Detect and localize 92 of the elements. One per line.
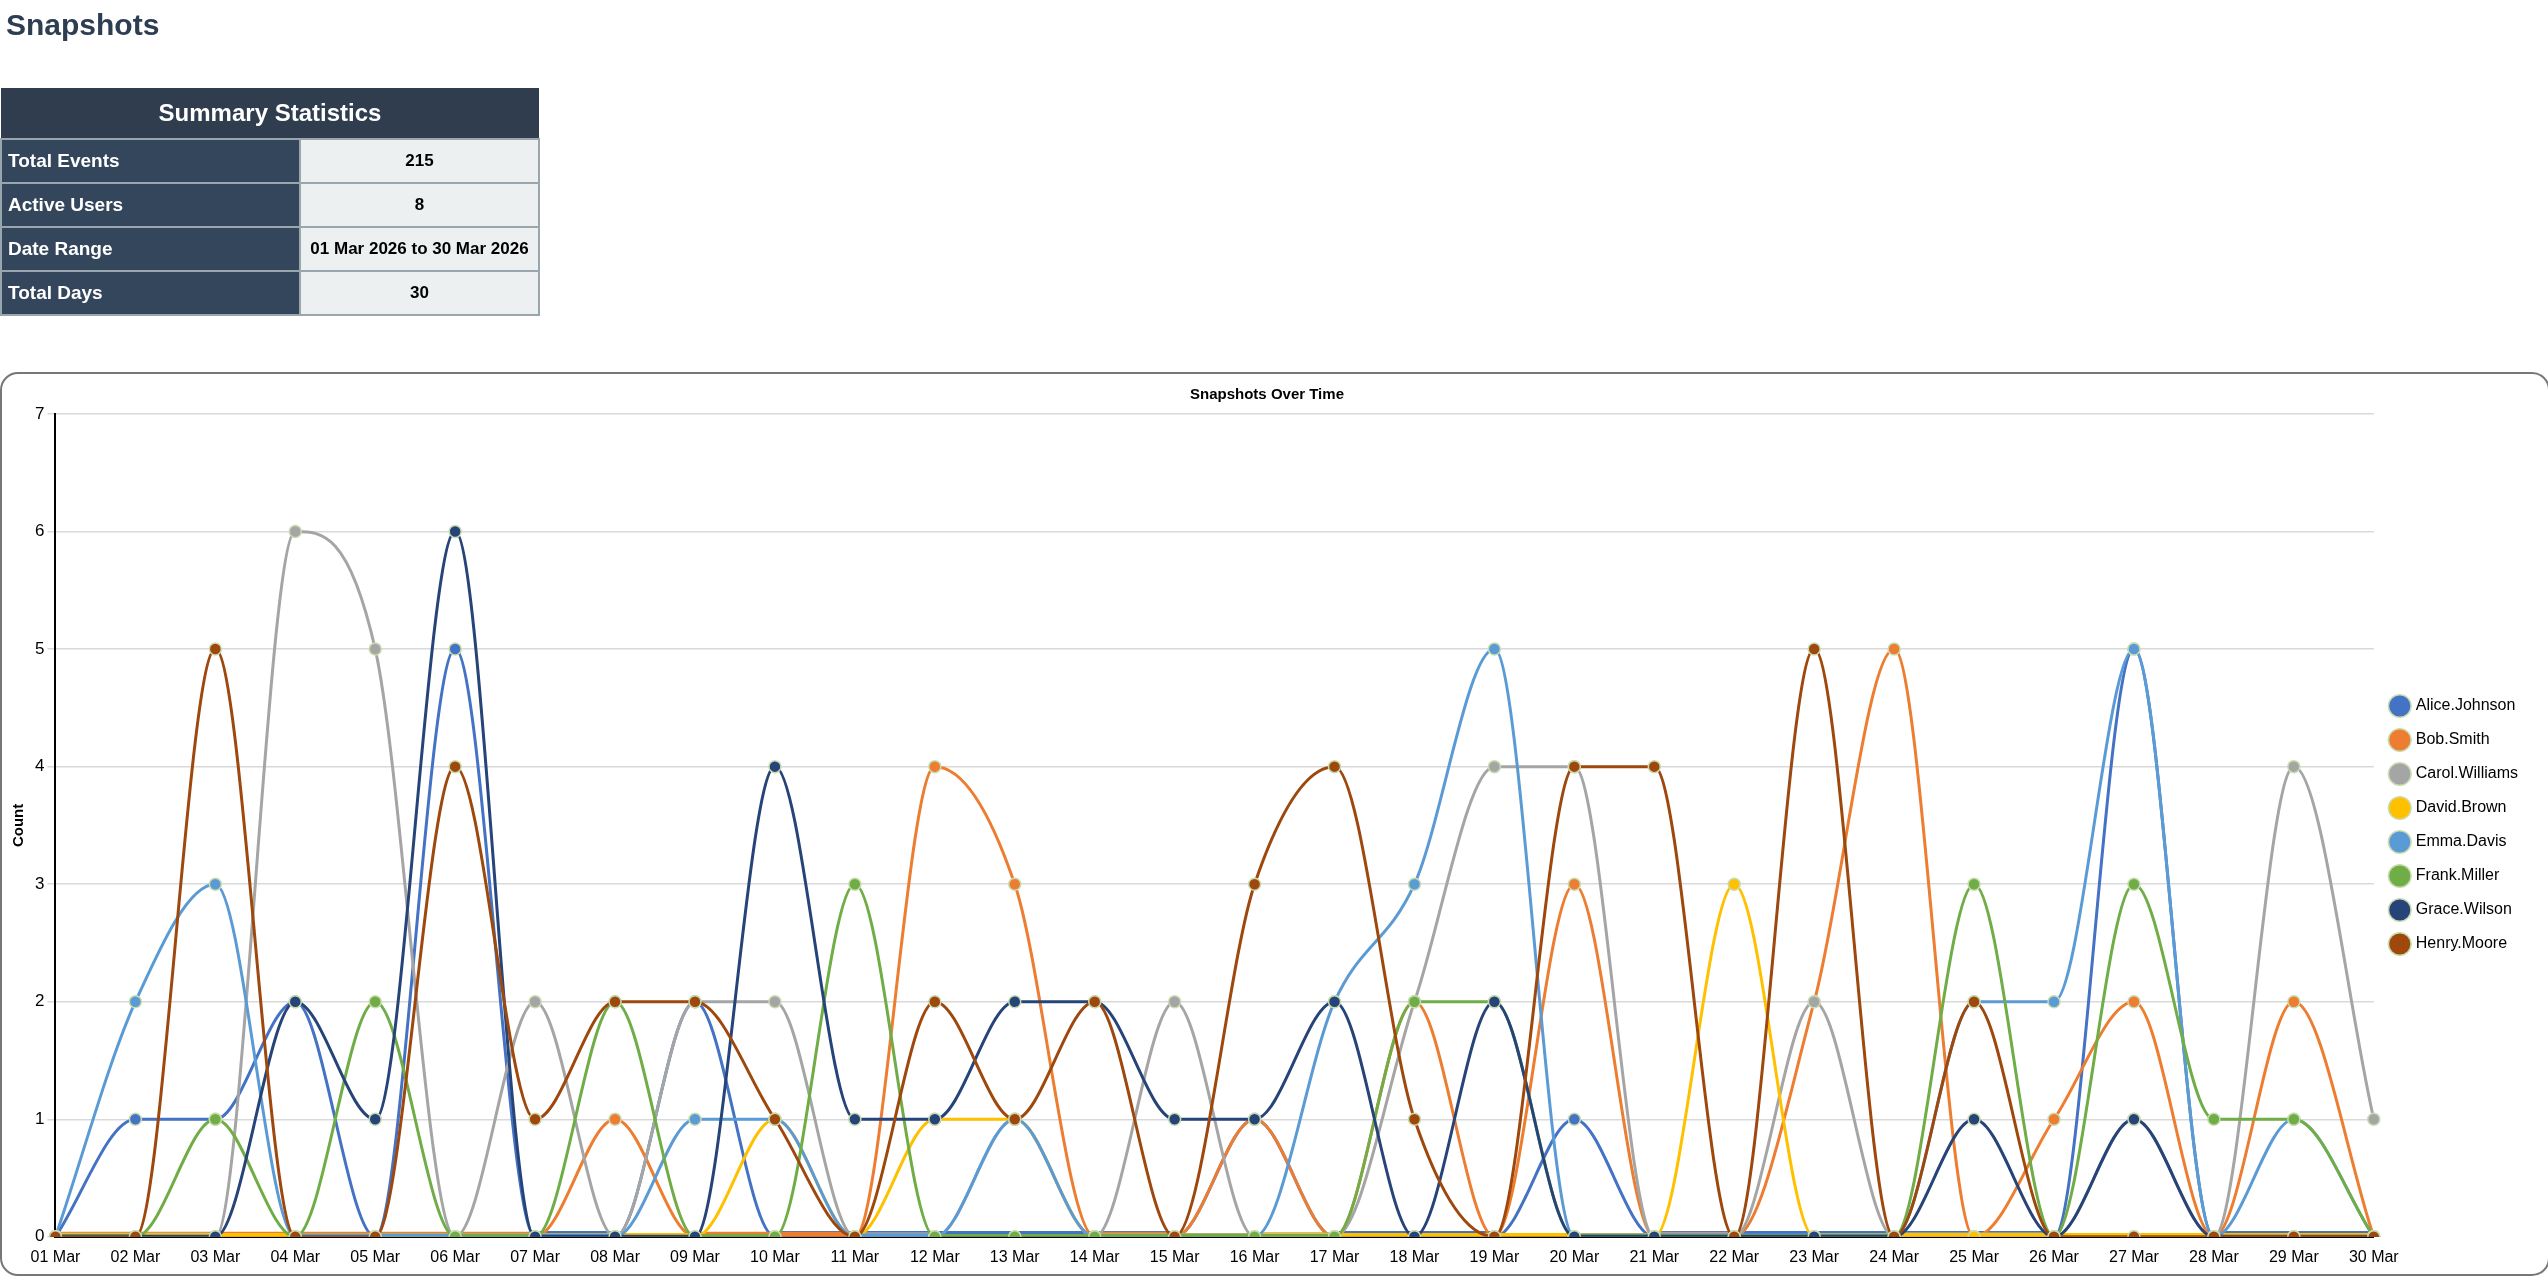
x-tick-label: 29 Mar bbox=[2268, 1247, 2320, 1265]
x-tick-label: 24 Mar bbox=[1869, 1247, 1920, 1265]
x-tick-label: 08 Mar bbox=[590, 1247, 641, 1265]
x-tick-label: 07 Mar bbox=[510, 1247, 561, 1265]
point bbox=[208, 877, 223, 891]
text: 01 Mar 2026 to 30 Mar 2026 bbox=[300, 227, 539, 271]
x-tick-label: 09 Mar bbox=[670, 1247, 721, 1265]
chart-title: Snapshots Over Time bbox=[1190, 385, 1344, 403]
x-tick-label: 02 Mar bbox=[110, 1247, 161, 1265]
legend-label: Alice.Johnson bbox=[2415, 696, 2516, 714]
text: 8 bbox=[300, 183, 539, 227]
x-tick-label: 25 Mar bbox=[1949, 1247, 2000, 1265]
legend-label: Carol.Williams bbox=[2415, 764, 2519, 782]
x-tick-label: 01 Mar bbox=[30, 1247, 82, 1265]
x-tick-label: 18 Mar bbox=[1389, 1247, 1441, 1265]
point bbox=[848, 877, 862, 891]
x-tick-label: 20 Mar bbox=[1549, 1247, 1600, 1265]
x-tick-label: 05 Mar bbox=[350, 1247, 401, 1265]
x-tick-label: 15 Mar bbox=[1149, 1247, 1201, 1265]
x-tick-label: 03 Mar bbox=[190, 1247, 241, 1265]
legend-label: Bob.Smith bbox=[2415, 730, 2490, 748]
legend-label: Henry.Moore bbox=[2415, 934, 2508, 952]
x-tick-label: 16 Mar bbox=[1229, 1247, 1281, 1265]
point bbox=[1487, 642, 1502, 656]
x-tick-label: 30 Mar bbox=[2348, 1247, 2400, 1265]
text: 30 bbox=[300, 271, 539, 315]
text: Date Range bbox=[1, 227, 300, 271]
point bbox=[128, 994, 143, 1009]
text: 215 bbox=[300, 139, 539, 183]
y-axis-title: Count bbox=[9, 803, 27, 848]
point bbox=[768, 994, 782, 1009]
point bbox=[1647, 759, 1662, 774]
y-tick-label: 7 bbox=[34, 403, 45, 423]
point bbox=[448, 642, 462, 656]
point bbox=[1887, 642, 1901, 656]
point bbox=[368, 994, 382, 1009]
legend-label: Grace.Wilson bbox=[2415, 900, 2512, 918]
x-tick-label: 17 Mar bbox=[1309, 1247, 1361, 1265]
point bbox=[368, 642, 382, 656]
point bbox=[2127, 877, 2141, 891]
x-tick-label: 19 Mar bbox=[1469, 1247, 1520, 1265]
point bbox=[288, 524, 303, 539]
y-tick-label: 5 bbox=[34, 638, 45, 658]
y-tick-label: 3 bbox=[34, 873, 45, 893]
x-tick-label: 06 Mar bbox=[430, 1247, 481, 1265]
text: Total Days bbox=[1, 271, 300, 315]
point bbox=[448, 524, 462, 539]
point bbox=[2047, 994, 2061, 1009]
x-tick-label: 11 Mar bbox=[830, 1247, 880, 1265]
point bbox=[528, 994, 542, 1009]
text: Snapshots bbox=[6, 8, 160, 42]
text: Summary Statistics bbox=[1, 88, 539, 139]
y-tick-label: 1 bbox=[34, 1108, 45, 1128]
x-tick-label: 14 Mar bbox=[1069, 1247, 1121, 1265]
x-tick-label: 26 Mar bbox=[2029, 1247, 2080, 1265]
point bbox=[1727, 877, 1741, 891]
point bbox=[1008, 877, 1022, 891]
point bbox=[928, 759, 942, 774]
x-tick-label: 27 Mar bbox=[2109, 1247, 2160, 1265]
text: Active Users bbox=[1, 183, 300, 227]
point bbox=[928, 994, 942, 1009]
point bbox=[1807, 642, 1821, 656]
x-tick-label: 13 Mar bbox=[989, 1247, 1041, 1265]
x-tick-label: 10 Mar bbox=[750, 1247, 801, 1265]
x-tick-label: 21 Mar bbox=[1629, 1247, 1680, 1265]
text: Total Events bbox=[1, 139, 300, 183]
legend-label: Emma.Davis bbox=[2415, 832, 2507, 850]
point bbox=[448, 759, 462, 774]
point bbox=[2287, 759, 2301, 774]
x-tick-label: 04 Mar bbox=[270, 1247, 321, 1265]
legend-label: David.Brown bbox=[2415, 798, 2507, 816]
x-tick-label: 28 Mar bbox=[2188, 1247, 2240, 1265]
point bbox=[1008, 994, 1022, 1009]
point bbox=[768, 759, 782, 774]
point bbox=[1407, 877, 1422, 891]
x-tick-label: 12 Mar bbox=[909, 1247, 961, 1265]
point bbox=[1247, 877, 1262, 891]
y-tick-label: 4 bbox=[34, 756, 45, 776]
legend-label: Frank.Miller bbox=[2415, 866, 2501, 884]
x-tick-label: 23 Mar bbox=[1789, 1247, 1840, 1265]
x-tick-label: 22 Mar bbox=[1709, 1247, 1760, 1265]
point bbox=[1567, 877, 1582, 891]
point bbox=[1487, 759, 1502, 774]
point bbox=[208, 642, 223, 656]
point bbox=[1167, 994, 1182, 1009]
y-tick-label: 2 bbox=[34, 991, 45, 1011]
point bbox=[2287, 994, 2301, 1009]
point bbox=[1967, 877, 1981, 891]
y-tick-label: 6 bbox=[34, 521, 45, 541]
y-tick-label: 0 bbox=[34, 1226, 45, 1246]
point bbox=[2127, 994, 2141, 1009]
point bbox=[1327, 759, 1342, 774]
